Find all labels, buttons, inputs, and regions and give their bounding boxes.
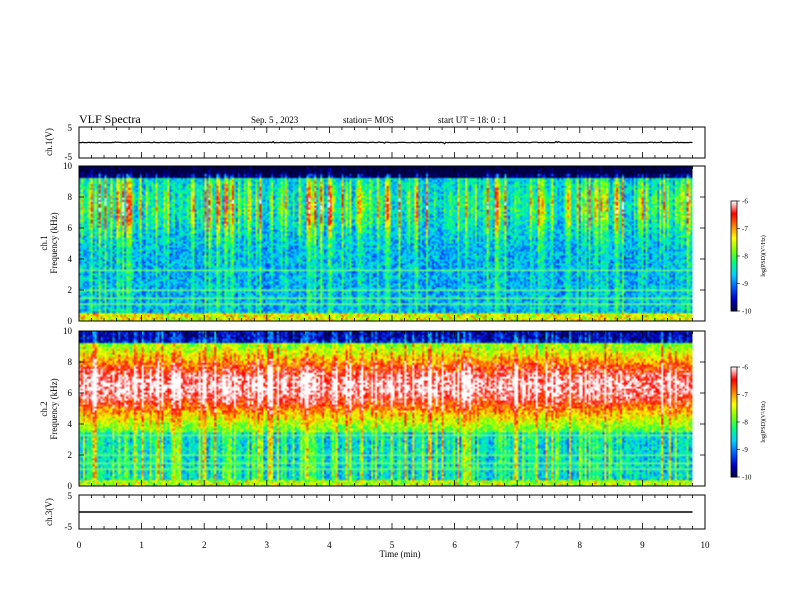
date-label: Sep. 5 , 2023: [251, 115, 299, 125]
time-axis-label: Time (min): [380, 549, 421, 559]
ch1-waveform-ticks: [78, 127, 706, 158]
ytick-label: 2: [68, 285, 73, 295]
ytick-label: 0: [68, 481, 73, 491]
colorbar-tick-label: -9: [742, 280, 748, 288]
ch1-spectrogram-yticks: 0 2 4 6 8 10: [63, 161, 705, 326]
ch2-spectrogram-yticks: 0 2 4 6 8 10: [63, 326, 705, 491]
colorbar-tick-label: -7: [742, 391, 748, 399]
time-tick-label: 8: [578, 540, 583, 550]
colorbar-tick-label: -10: [742, 308, 752, 316]
ch1-ytick-bottom: -5: [65, 152, 73, 162]
time-tick-label: 7: [515, 540, 520, 550]
ytick-label: 10: [63, 326, 73, 336]
colorbar-tick-label: -9: [742, 446, 748, 454]
ch1-ytick-top: 5: [68, 123, 73, 133]
ch2-frequency-ylabel: Frequency (kHz): [49, 378, 59, 439]
start-time-label: start UT = 18: 0 : 1: [438, 115, 507, 125]
spectrogram-raster: [79, 166, 693, 321]
colorbar-tick-label: -6: [742, 198, 748, 206]
station-label: station= MOS: [343, 115, 394, 125]
colorbar-tick-label: -7: [742, 225, 748, 233]
colorbar-ch2: -6 -7 -8 -9 -10 log(PSD)(V²/Hz): [730, 364, 767, 482]
ytick-label: 2: [68, 450, 73, 460]
ch1-spectrogram-ticks: [78, 166, 706, 321]
time-tick-label: 2: [202, 540, 207, 550]
colorbar-ch1-label: log(PSD)(V²/Hz): [760, 235, 767, 276]
ch2-spectrogram-ylabel: ch.2: [39, 401, 49, 416]
ytick-label: 4: [68, 254, 73, 264]
time-tick-label: 4: [327, 540, 332, 550]
spectrogram-raster: [79, 331, 693, 486]
colorbar-ch1: -6 -7 -8 -9 -10 log(PSD)(V²/Hz): [730, 198, 767, 316]
ch1-waveform-ylabel: ch.1(V): [44, 128, 54, 156]
colorbar-tick-label: -6: [742, 364, 748, 372]
ytick-label: 10: [63, 161, 73, 171]
ch2-spectrogram-panel: 0 2 4 6 8 10 ch.2 Frequency (kHz): [39, 326, 706, 491]
ch2-spectrogram-ticks: [78, 331, 706, 486]
ytick-label: 0: [68, 316, 73, 326]
ch1-spectrogram-image: [79, 166, 693, 321]
ch3-waveform-ticks: [78, 495, 706, 529]
ch1-frequency-ylabel: Frequency (kHz): [49, 212, 59, 273]
time-tick-label: 1: [139, 540, 144, 550]
ytick-label: 6: [68, 388, 73, 398]
time-tick-label: 0: [77, 540, 82, 550]
ch1-spectrogram-ylabel: ch.1: [39, 235, 49, 250]
ch3-waveform-panel: 5 -5 ch.3(V): [44, 491, 706, 532]
time-tick-label: 9: [640, 540, 645, 550]
ytick-label: 6: [68, 223, 73, 233]
time-tick-label: 3: [265, 540, 270, 550]
figure-title: VLF Spectra: [79, 112, 141, 126]
ch1-spectrogram-panel: 0 2 4 6 8 10 ch.1 Frequency (kHz): [39, 161, 706, 326]
time-tick-label: 5: [390, 540, 395, 550]
colorbar-tick-label: -8: [742, 419, 748, 427]
time-tick-label: 10: [701, 540, 711, 550]
ch3-ytick-top: 5: [68, 491, 73, 501]
ch3-ytick-bottom: -5: [65, 522, 73, 532]
colorbar-tick-label: -8: [742, 253, 748, 261]
ch3-waveform-ylabel: ch.3(V): [44, 498, 54, 526]
ch1-waveform-panel: 5 -5 ch.1(V): [44, 123, 706, 162]
colorbar-ch2-label: log(PSD)(V²/Hz): [760, 401, 767, 442]
ytick-label: 8: [68, 192, 73, 202]
ytick-label: 8: [68, 357, 73, 367]
colorbar-tick-label: -10: [742, 474, 752, 482]
ch2-spectrogram-image: [79, 331, 693, 486]
time-axis-ticklabels: 0 1 2 3 4 5 6 7 8 9 10: [77, 540, 710, 550]
ch1-waveform-line: [79, 140, 693, 145]
time-tick-label: 6: [452, 540, 457, 550]
ytick-label: 4: [68, 419, 73, 429]
